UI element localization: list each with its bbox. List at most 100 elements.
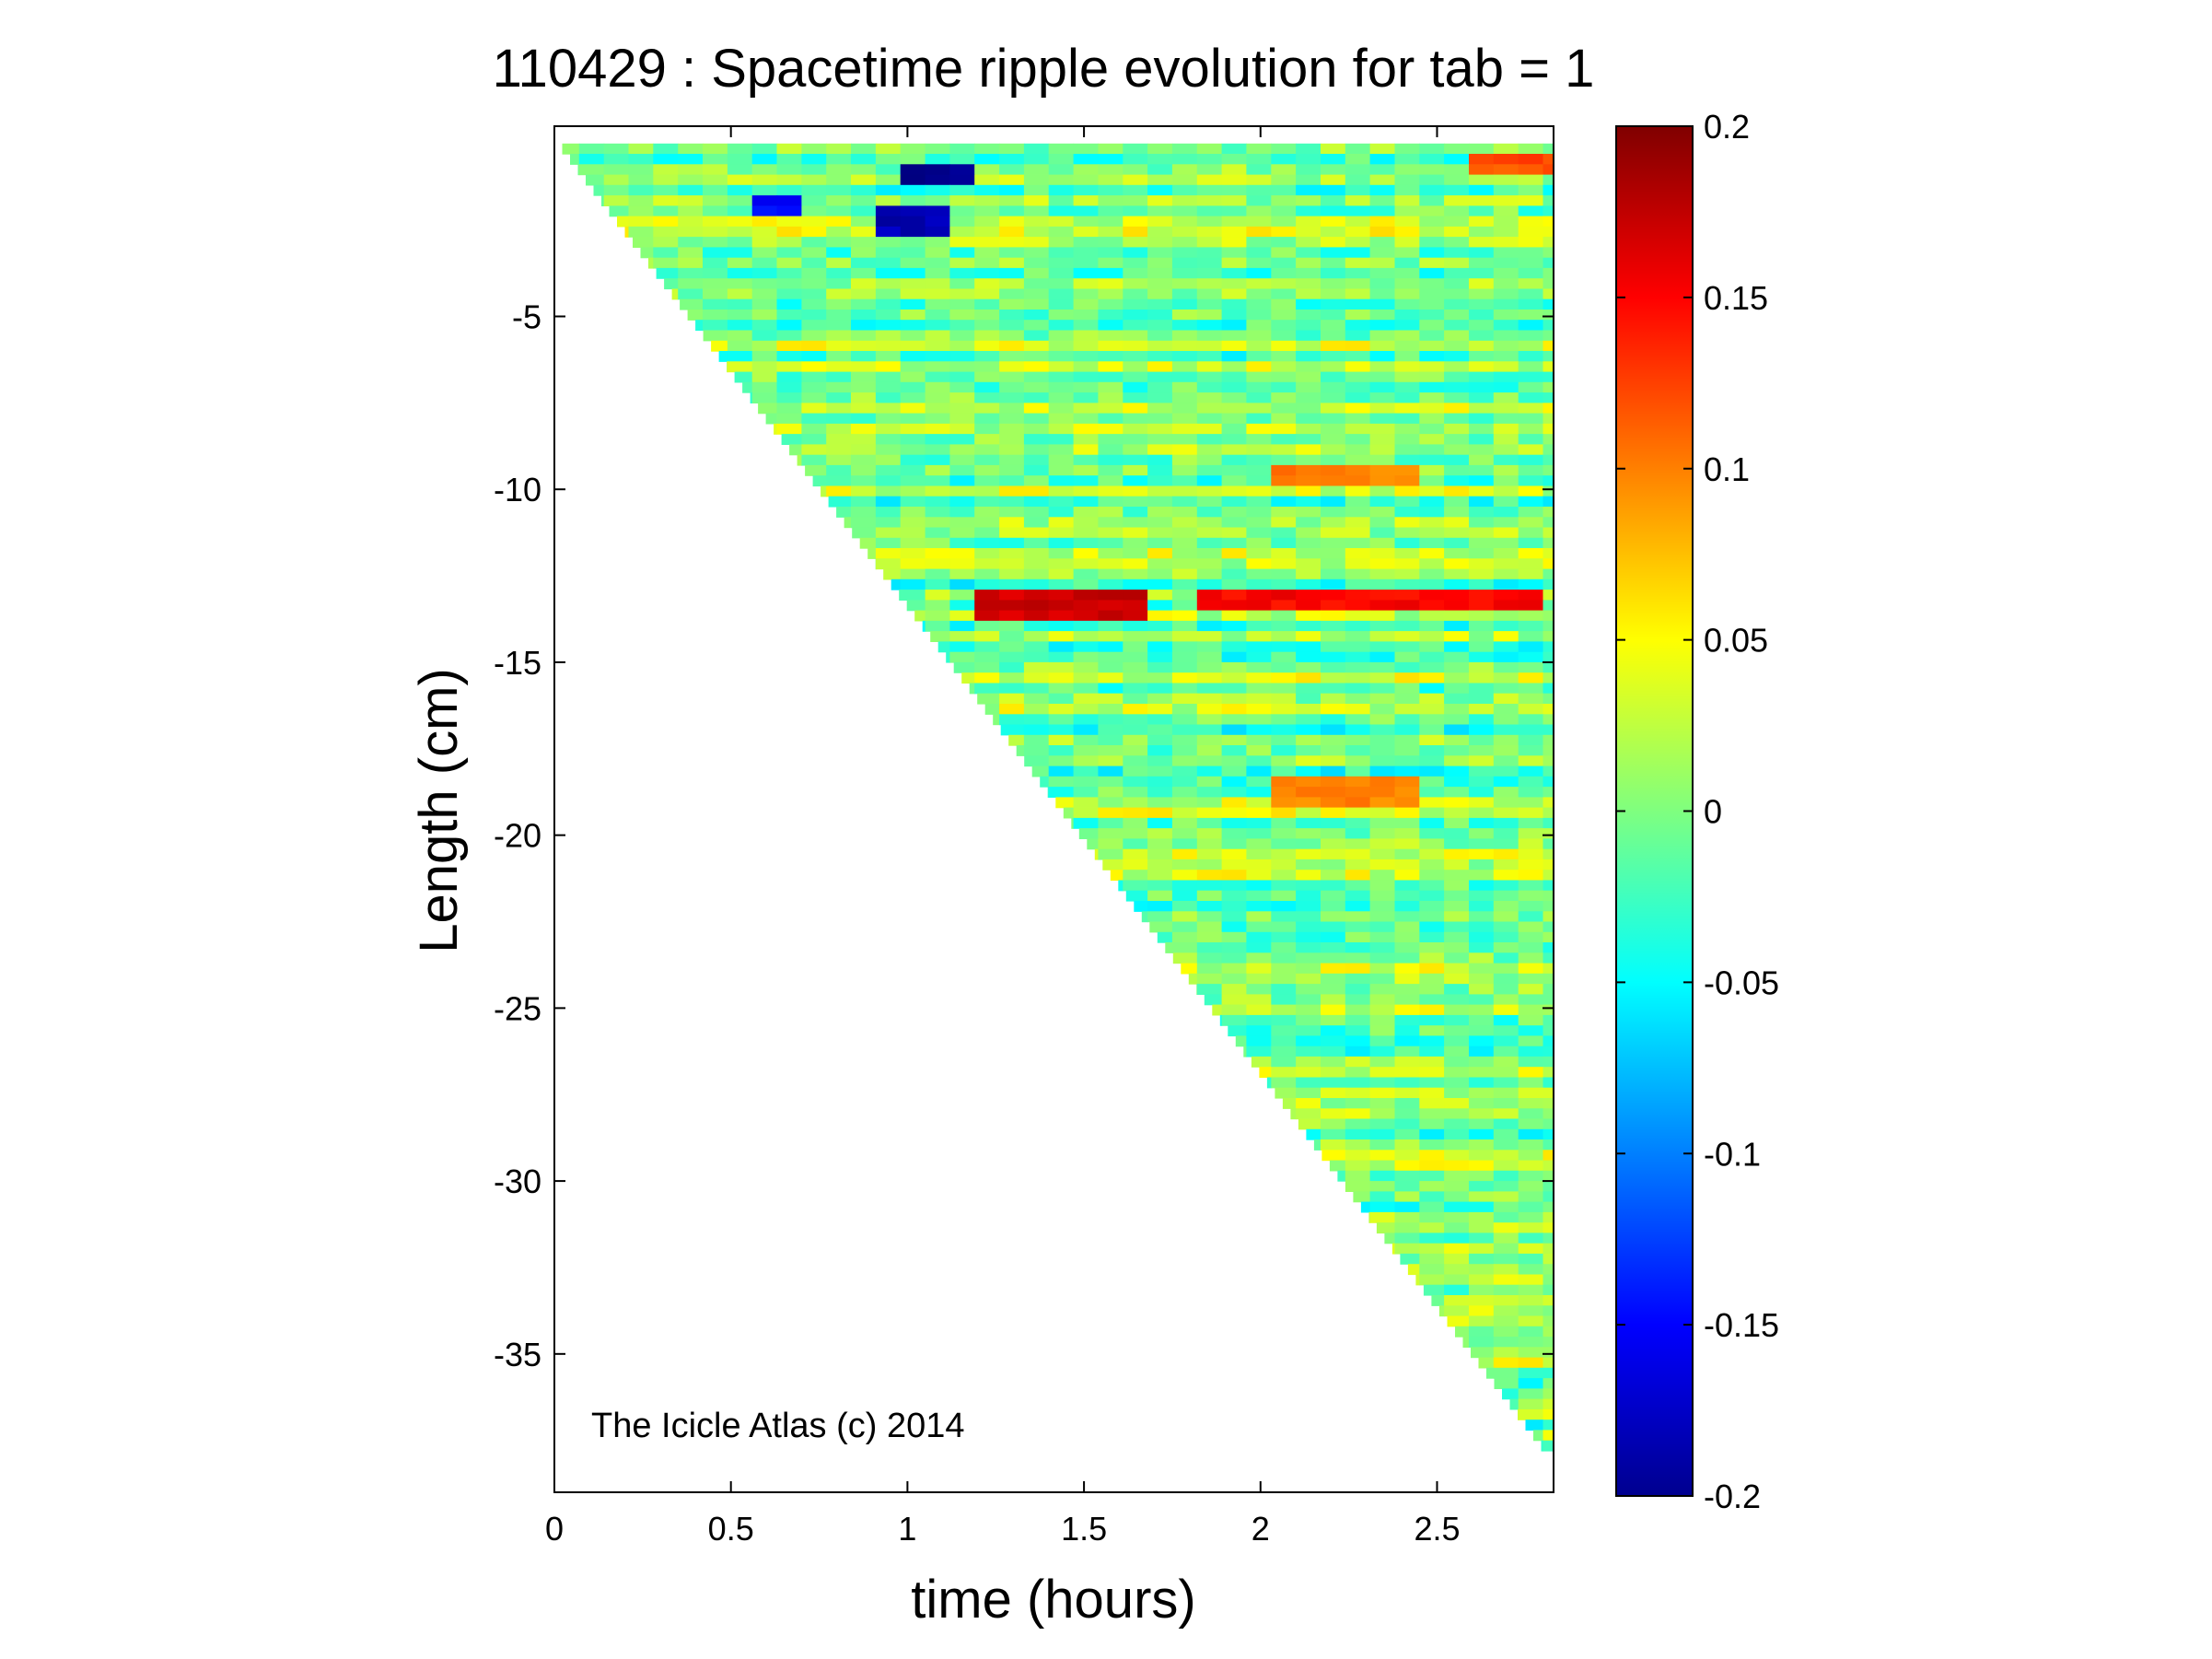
heatmap-cell-2491 xyxy=(1394,1118,1420,1130)
heatmap-cell-1716 xyxy=(1419,672,1445,684)
heatmap-cell-847 xyxy=(1073,371,1099,383)
heatmap-cell-1444 xyxy=(1246,568,1272,580)
heatmap-cell-1012 xyxy=(1023,423,1050,435)
heatmap-cell-1475 xyxy=(1321,578,1346,590)
heatmap-cell-1018 xyxy=(1171,423,1198,435)
heatmap-cell-1112 xyxy=(1123,454,1148,466)
heatmap-cell-2055 xyxy=(1469,828,1495,839)
heatmap-cell-353 xyxy=(1394,226,1420,238)
heatmap-cell-810 xyxy=(999,361,1025,373)
heatmap-cell-2593 xyxy=(1543,1222,1554,1234)
heatmap-cell-1618 xyxy=(1518,631,1544,642)
heatmap-cell-1210 xyxy=(1246,485,1272,497)
heatmap-cell-2070 xyxy=(1345,838,1371,850)
heatmap-cell-903 xyxy=(776,392,802,403)
heatmap-cell-1932 xyxy=(1040,776,1050,788)
heatmap-cell-209 xyxy=(727,195,753,206)
heatmap-cell-1899 xyxy=(1296,755,1321,767)
heatmap-cell-113 xyxy=(1321,164,1346,176)
heatmap-cell-260 xyxy=(1023,205,1050,217)
x-axis-label: time (hours) xyxy=(911,1570,1195,1630)
heatmap-cell-2097 xyxy=(1518,848,1544,860)
heatmap-cell-2117 xyxy=(1543,859,1554,870)
heatmap-cell-286 xyxy=(703,216,728,228)
heatmap-cell-2677 xyxy=(1518,1378,1544,1389)
heatmap-cell-644 xyxy=(1246,310,1272,321)
heatmap-cell-2385 xyxy=(1246,1035,1272,1047)
heatmap-cell-1523 xyxy=(1147,600,1173,612)
heatmap-cell-1802 xyxy=(1147,714,1173,726)
heatmap-cell-2339 xyxy=(1543,994,1554,1006)
heatmap-cell-2010 xyxy=(1369,807,1395,819)
heatmap-cell-2271 xyxy=(1419,952,1445,964)
heatmap-cell-329 xyxy=(801,226,827,238)
heatmap-cell-1438 xyxy=(1098,568,1123,580)
heatmap-cell-2164 xyxy=(1321,890,1346,902)
heatmap-cell-594 xyxy=(900,298,926,310)
heatmap-cell-817 xyxy=(1171,361,1198,373)
heatmap-cell-1302 xyxy=(1296,517,1321,529)
heatmap-cell-2325 xyxy=(1204,994,1223,1006)
heatmap-cell-2088 xyxy=(1296,848,1321,860)
heatmap-cell-2637 xyxy=(1431,1295,1445,1306)
heatmap-cell-1346 xyxy=(949,537,975,549)
heatmap-cell-1215 xyxy=(1369,485,1395,497)
heatmap-cell-153 xyxy=(1321,174,1346,186)
heatmap-cell-2002 xyxy=(1171,807,1198,819)
heatmap-cell-706 xyxy=(1023,330,1050,342)
heatmap-cell-532 xyxy=(1171,278,1198,290)
heatmap-cell-1173 xyxy=(1098,475,1123,487)
heatmap-cell-834 xyxy=(751,371,778,383)
heatmap-cell-230 xyxy=(1246,195,1272,206)
heatmap-cell-75 xyxy=(1394,154,1420,165)
heatmap-cell-1525 xyxy=(1196,600,1223,612)
heatmap-cell-1176 xyxy=(1171,475,1198,487)
heatmap-cell-809 xyxy=(974,361,1000,373)
heatmap-cell-1605 xyxy=(1196,631,1223,642)
heatmap-cell-1992 xyxy=(1444,797,1470,809)
heatmap-cell-2068 xyxy=(1296,838,1321,850)
heatmap-cell-1493 xyxy=(1073,590,1099,601)
heatmap-cell-2463 xyxy=(1282,1098,1297,1109)
heatmap-cell-1564 xyxy=(1493,610,1519,622)
heatmap-cell-33 xyxy=(1369,143,1395,155)
heatmap-cell-2120 xyxy=(1147,870,1173,882)
heatmap-cell-387 xyxy=(1296,237,1321,248)
heatmap-cell-601 xyxy=(1073,298,1099,310)
heatmap-cell-2214 xyxy=(1246,921,1272,933)
heatmap-cell-614 xyxy=(1394,298,1420,310)
heatmap-cell-384 xyxy=(1221,237,1247,248)
heatmap-cell-1567 xyxy=(922,620,926,632)
heatmap-cell-1360 xyxy=(1296,537,1321,549)
heatmap-cell-902 xyxy=(751,392,778,403)
heatmap-cell-851 xyxy=(1171,371,1198,383)
heatmap-cell-1065 xyxy=(1543,434,1554,445)
heatmap-cell-2069 xyxy=(1321,838,1346,850)
heatmap-cell-1064 xyxy=(1518,434,1544,445)
heatmap-cell-52 xyxy=(826,154,852,165)
heatmap-cell-743 xyxy=(1073,340,1099,352)
heatmap-cell-745 xyxy=(1123,340,1148,352)
heatmap-cell-1313 xyxy=(852,527,877,539)
heatmap-cell-1779 xyxy=(1171,704,1198,715)
heatmap-cell-313 xyxy=(1369,216,1395,228)
heatmap-cell-1155 xyxy=(1419,464,1445,476)
heatmap-cell-1915 xyxy=(1147,765,1173,777)
heatmap-cell-2300 xyxy=(1345,973,1371,985)
heatmap-cell-940 xyxy=(875,403,902,415)
heatmap-cell-744 xyxy=(1098,340,1123,352)
heatmap-cell-1245 xyxy=(1369,496,1395,508)
heatmap-cell-1373 xyxy=(900,548,926,559)
heatmap-cell-929 xyxy=(1419,392,1445,403)
heatmap-cell-1887 xyxy=(1543,745,1554,756)
heatmap-cell-536 xyxy=(1271,278,1297,290)
heatmap-cell-2233 xyxy=(1296,931,1321,943)
heatmap-cell-1723 xyxy=(974,683,1000,695)
heatmap-cell-1253 xyxy=(836,507,852,518)
heatmap-cell-2295 xyxy=(1221,973,1247,985)
heatmap-cell-82 xyxy=(577,164,580,176)
heatmap-cell-609 xyxy=(1271,298,1297,310)
heatmap-cell-330 xyxy=(826,226,852,238)
heatmap-cell-1351 xyxy=(1073,537,1099,549)
heatmap-cell-1298 xyxy=(1196,517,1223,529)
